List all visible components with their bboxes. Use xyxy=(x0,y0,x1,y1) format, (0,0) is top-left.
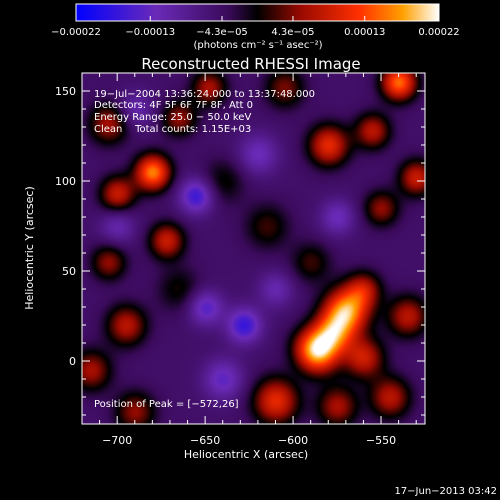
y-tick-label: 100 xyxy=(55,175,76,188)
annotation-clean-counts: Clean Total counts: 1.15E+03 xyxy=(94,124,251,135)
colorbar-tick-label: −0.00013 xyxy=(125,27,175,38)
annotation-block: 19−Jul−2004 13:36:24.000 to 13:37:48.000… xyxy=(94,89,315,135)
y-tick-label: 150 xyxy=(55,85,76,98)
chart-title: Reconstructed RHESSI Image xyxy=(141,55,360,73)
colorbar xyxy=(75,3,440,22)
y-tick-label: 50 xyxy=(62,265,76,278)
y-tick-label: 0 xyxy=(69,355,76,368)
x-tick-label: −600 xyxy=(278,434,308,447)
heatmap-image xyxy=(82,73,425,424)
colorbar-tick-label: 0.00013 xyxy=(344,27,385,38)
colorbar-tick-label: 4.3e−05 xyxy=(271,27,314,38)
colorbar-units: (photons cm⁻² s⁻¹ asec⁻²) xyxy=(193,40,322,51)
annotation-energy-range: Energy Range: 25.0 − 50.0 keV xyxy=(94,112,251,123)
peak-position-label: Position of Peak = [−572,26] xyxy=(94,399,239,410)
colorbar-tick-label: −0.00022 xyxy=(51,27,101,38)
x-tick-label: −550 xyxy=(366,434,396,447)
colorbar-tick-label: 0.00022 xyxy=(418,27,459,38)
annotation-time-range: 19−Jul−2004 13:36:24.000 to 13:37:48.000 xyxy=(94,89,315,100)
plot-frame xyxy=(81,72,426,425)
y-axis-label: Heliocentric Y (arcsec) xyxy=(23,186,36,310)
footer-timestamp: 17−Jun−2013 03:42 xyxy=(394,486,497,497)
annotation-detectors: Detectors: 4F 5F 6F 7F 8F, Att 0 xyxy=(94,100,253,111)
colorbar-tick-label: −4.3e−05 xyxy=(196,27,248,38)
x-axis-label: Heliocentric X (arcsec) xyxy=(184,448,308,461)
x-tick-label: −650 xyxy=(190,434,220,447)
x-tick-label: −700 xyxy=(102,434,132,447)
axis-ticks: −700 −650 −600 −550 0 50 100 150 xyxy=(55,72,425,447)
colorbar-ticks: −0.00022 −0.00013 −4.3e−05 4.3e−05 0.00013 0.… xyxy=(51,16,460,38)
